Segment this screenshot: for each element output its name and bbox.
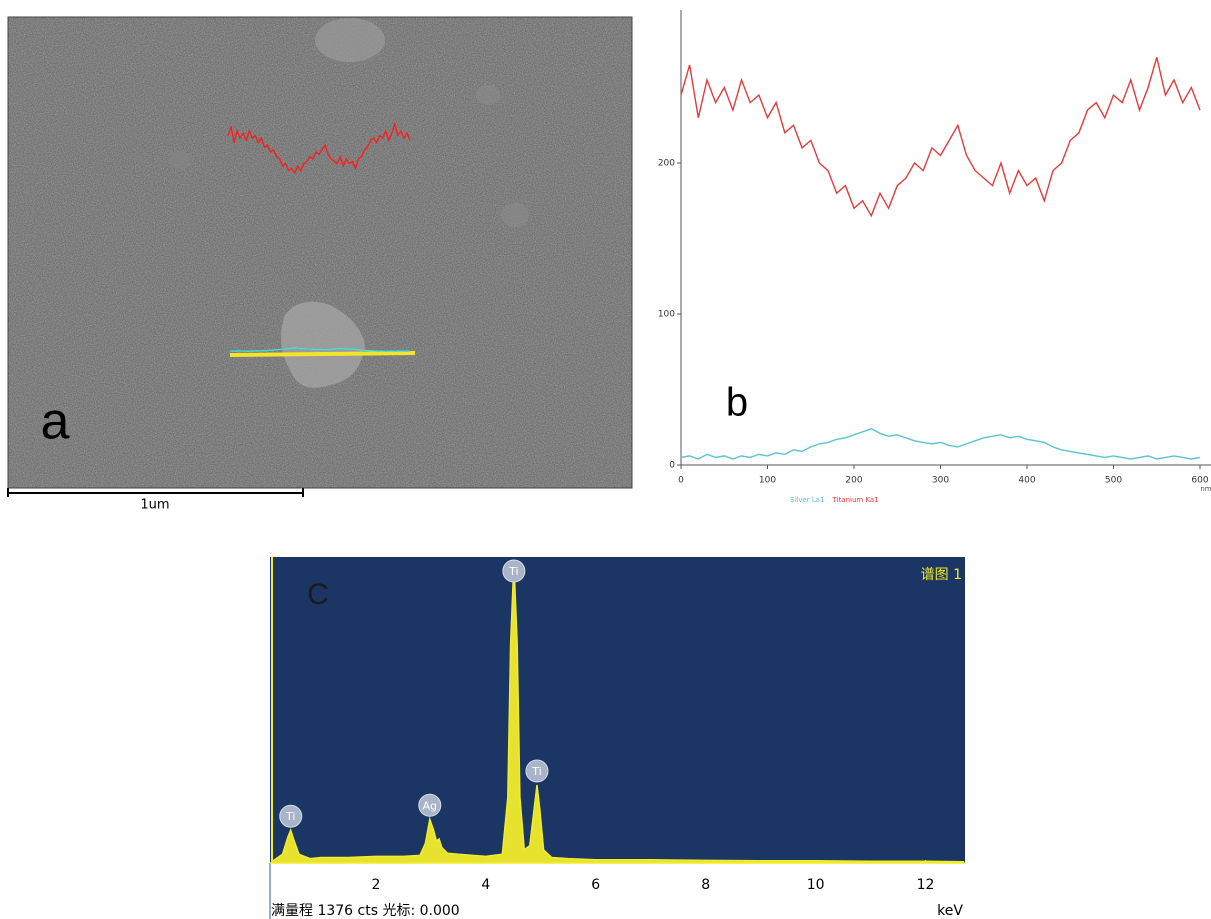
x-tick-label: 12 [917,877,935,893]
peak-label: Ti [531,765,541,778]
x-tick-label: 200 [845,476,862,486]
scan-line [229,351,416,357]
x-tick-label: 6 [591,877,600,893]
image-overlay-line [227,121,411,175]
peak-marker [279,804,303,828]
peak-marker [502,559,526,583]
x-tick-label: 300 [932,476,949,486]
panel-label: a [41,393,70,451]
legend-entry: Silver La1 [790,496,825,504]
y-tick-label: 0 [669,461,675,471]
x-tick-label: 2 [371,877,380,893]
x-tick-label: 10 [807,877,825,893]
plot-background [270,557,965,863]
peak-label: Ag [423,799,438,812]
peak-label: Ti [285,810,295,823]
sem-image [7,16,633,489]
x-tick-label: 0 [678,476,684,486]
x-tick-label: 4 [481,877,490,893]
peak-marker [418,793,442,817]
x-tick-label: 600 [1191,476,1208,486]
x-axis-label: keV [937,903,963,919]
x-tick-label: 400 [1018,476,1035,486]
peak-marker [525,759,549,783]
scale-bar-label: 1um [140,498,169,513]
x-tick-label: 500 [1105,476,1122,486]
legend-entry: Titanium Ka1 [832,496,879,504]
series-line [680,428,1201,460]
x-axis-label: nm [1200,485,1211,493]
series-line [680,57,1201,218]
x-tick-label: 100 [759,476,776,486]
peak-label: Ti [508,565,518,578]
spectrum-title: 谱图 1 [921,567,962,583]
image-overlay-line [229,347,411,352]
x-tick-label: 8 [701,877,710,893]
y-tick-label: 100 [658,310,675,320]
spectrum-line [271,562,965,863]
footer: 满量程 1376 cts 光标: 0.000 [271,903,460,919]
y-tick-label: 200 [658,159,675,169]
panel-label: C [307,578,329,611]
panel-label: b [726,381,748,425]
